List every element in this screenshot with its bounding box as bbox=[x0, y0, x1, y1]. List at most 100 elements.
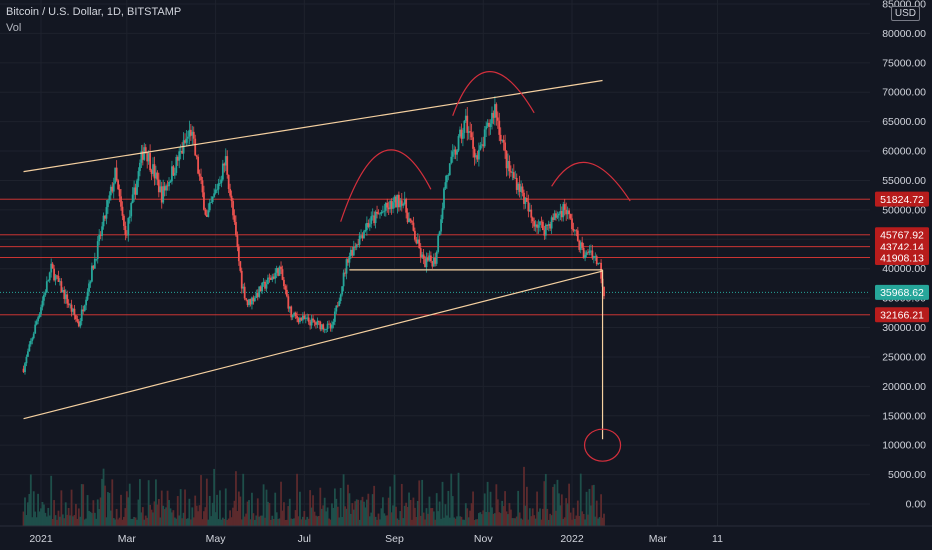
candle-body bbox=[591, 250, 594, 259]
candle-body bbox=[445, 175, 448, 183]
volume-bar bbox=[219, 490, 221, 526]
volume-bar bbox=[290, 518, 293, 526]
candle-body bbox=[507, 160, 509, 169]
candle-body bbox=[205, 214, 208, 217]
volume-bar bbox=[498, 512, 501, 526]
candle-body bbox=[547, 224, 550, 226]
volume-bar bbox=[281, 510, 284, 526]
volume-bar bbox=[184, 489, 186, 526]
candle-body bbox=[416, 239, 419, 244]
volume-bar bbox=[563, 517, 566, 526]
volume-bar bbox=[220, 519, 223, 526]
volume-bar bbox=[511, 518, 514, 526]
volume-bar bbox=[66, 514, 69, 526]
volume-bar bbox=[277, 519, 280, 526]
candle-body bbox=[43, 294, 45, 301]
volume-bar bbox=[251, 492, 253, 526]
volume-bar bbox=[198, 505, 201, 526]
volume-bar bbox=[146, 517, 149, 526]
candle-body bbox=[569, 214, 572, 219]
candle-body bbox=[456, 150, 458, 155]
candle-body bbox=[336, 305, 339, 307]
candle-body bbox=[54, 275, 57, 281]
volume-bar bbox=[227, 518, 230, 526]
candle-body bbox=[63, 289, 66, 300]
volume-bar bbox=[152, 512, 154, 526]
volume-bar bbox=[464, 503, 467, 526]
candle-body bbox=[389, 200, 392, 210]
candle-body bbox=[499, 134, 502, 141]
volume-bar bbox=[460, 516, 463, 526]
volume-bar bbox=[165, 507, 168, 526]
volume-bar bbox=[53, 500, 55, 526]
volume-bar bbox=[63, 518, 66, 526]
candle-body bbox=[120, 196, 122, 207]
volume-bar bbox=[457, 472, 460, 526]
candle-body bbox=[141, 151, 144, 160]
volume-bar bbox=[59, 516, 61, 526]
currency-button[interactable]: USD bbox=[890, 6, 920, 21]
volume-bar bbox=[483, 493, 486, 526]
volume-bar bbox=[304, 519, 307, 526]
volume-bar bbox=[171, 512, 173, 526]
candle-body bbox=[472, 137, 474, 149]
candle-body bbox=[256, 293, 259, 297]
volume-bar bbox=[518, 512, 521, 526]
volume-bar bbox=[162, 505, 165, 526]
candle-body bbox=[240, 270, 243, 289]
volume-bar bbox=[320, 508, 323, 526]
candle-body bbox=[104, 215, 106, 219]
candle-body bbox=[133, 187, 136, 195]
candle-body bbox=[584, 254, 586, 259]
volume-bar bbox=[566, 503, 569, 526]
candle-body bbox=[380, 211, 383, 214]
candle-body bbox=[517, 183, 520, 190]
candle-body bbox=[498, 120, 501, 135]
candle-body bbox=[72, 308, 74, 312]
candle-body bbox=[376, 211, 378, 214]
candle-body bbox=[207, 210, 210, 217]
lower-trendline bbox=[23, 270, 603, 420]
candle-body bbox=[590, 250, 592, 252]
candle-body bbox=[312, 318, 314, 321]
volume-bar bbox=[411, 519, 413, 526]
candle-body bbox=[493, 104, 496, 118]
volume-bar bbox=[393, 474, 396, 526]
candle-body bbox=[339, 294, 342, 301]
shoulder-arc bbox=[340, 149, 432, 222]
time-tick-label: May bbox=[206, 533, 227, 545]
volume-bar bbox=[413, 507, 416, 526]
candle-body bbox=[144, 147, 147, 152]
volume-bar bbox=[109, 510, 112, 526]
volume-bar bbox=[252, 513, 255, 526]
candle-body bbox=[428, 255, 431, 261]
volume-bar bbox=[601, 517, 604, 526]
volume-bar bbox=[520, 518, 522, 526]
price-axis[interactable]: 85000.00 80000.00 75000.00 70000.00 65000.00… bbox=[870, 0, 932, 526]
volume-bar bbox=[501, 500, 504, 526]
candle-body bbox=[536, 224, 538, 228]
candle-body bbox=[553, 213, 556, 220]
candle-body bbox=[351, 249, 354, 256]
volume-bar bbox=[432, 511, 435, 526]
volume-bar bbox=[576, 500, 579, 526]
volume-bar bbox=[310, 507, 313, 526]
candle-body bbox=[326, 323, 329, 329]
candle-body bbox=[310, 318, 313, 326]
time-axis[interactable]: 2021 Mar May Jul Sep Nov 2022 Mar 11 bbox=[0, 525, 932, 550]
price-tick-label: 70000.00 bbox=[882, 87, 926, 99]
candle-body bbox=[77, 321, 80, 327]
volume-bar bbox=[128, 483, 131, 526]
volume-bar bbox=[383, 513, 386, 526]
volume-bar bbox=[514, 518, 517, 526]
volume-bar bbox=[313, 511, 316, 526]
candle-body bbox=[603, 286, 605, 297]
candle-body bbox=[285, 289, 288, 297]
volume-bar bbox=[22, 511, 25, 526]
candle-body bbox=[403, 199, 406, 205]
volume-bar bbox=[195, 505, 198, 526]
volume-bar bbox=[147, 480, 150, 526]
candle-body bbox=[153, 164, 156, 179]
volume-bar bbox=[597, 518, 600, 526]
